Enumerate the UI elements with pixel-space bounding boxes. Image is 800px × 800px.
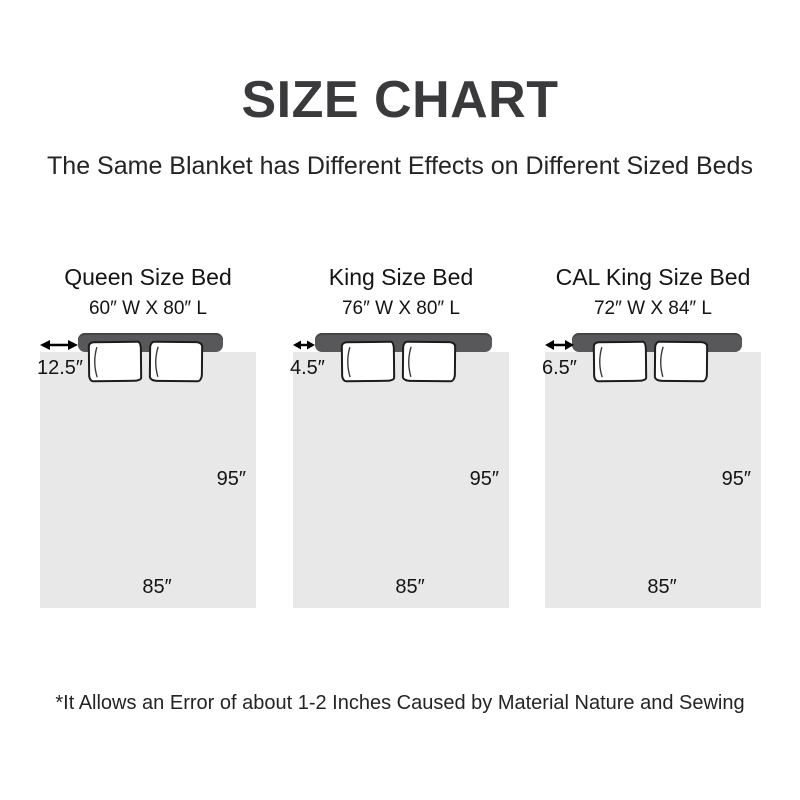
pillow [401, 340, 457, 383]
overhang-label: 12.5″ [37, 357, 84, 379]
pillow-crease-icon [347, 346, 351, 378]
bed-diagram-cal-king: CAL King Size Bed 72″ W X 84″ L 6.5″ 95″… [542, 260, 761, 630]
bed-name: Queen Size Bed [64, 264, 232, 290]
footnote: *It Allows an Error of about 1-2 Inches … [55, 692, 745, 714]
bed-name: King Size Bed [328, 264, 474, 290]
bed-name: CAL King Size Bed [555, 264, 751, 290]
page-title: SIZE CHART [241, 71, 559, 129]
bed-diagram-queen: Queen Size Bed 60″ W X 80″ L 12.5″ 95″ 8… [37, 260, 256, 630]
blanket [545, 352, 761, 608]
pillow [653, 340, 709, 383]
bed-dimensions: 60″ W X 80″ L [88, 298, 207, 319]
pillow [148, 340, 204, 383]
bed-diagram-king: King Size Bed 76″ W X 80″ L 4.5″ 95″ 85″ [290, 260, 509, 630]
pillow-crease-icon [94, 346, 98, 378]
pillow-crease-icon [408, 346, 412, 378]
pillow-crease-icon [660, 346, 664, 378]
overhang-arrow-icon [545, 340, 574, 350]
blanket-width-label: 85″ [142, 576, 172, 598]
blanket-length-label: 95″ [469, 468, 499, 490]
blanket [293, 352, 509, 608]
blanket-width-label: 85″ [647, 576, 677, 598]
blanket-length-label: 95″ [721, 468, 751, 490]
overhang-label: 4.5″ [290, 357, 325, 379]
overhang-label: 6.5″ [542, 357, 577, 379]
overhang-arrow-icon [40, 340, 78, 350]
pillow-crease-icon [599, 346, 603, 378]
bed-dimensions: 76″ W X 80″ L [341, 298, 460, 319]
overhang-arrow-icon [293, 340, 315, 350]
pillow [87, 340, 143, 383]
pillow [340, 340, 396, 383]
pillow-crease-icon [155, 346, 159, 378]
blanket-width-label: 85″ [395, 576, 425, 598]
blanket [40, 352, 256, 608]
pillow [592, 340, 648, 383]
blanket-length-label: 95″ [216, 468, 246, 490]
bed-dimensions: 72″ W X 84″ L [593, 298, 712, 319]
page-subtitle: The Same Blanket has Different Effects o… [47, 152, 753, 180]
